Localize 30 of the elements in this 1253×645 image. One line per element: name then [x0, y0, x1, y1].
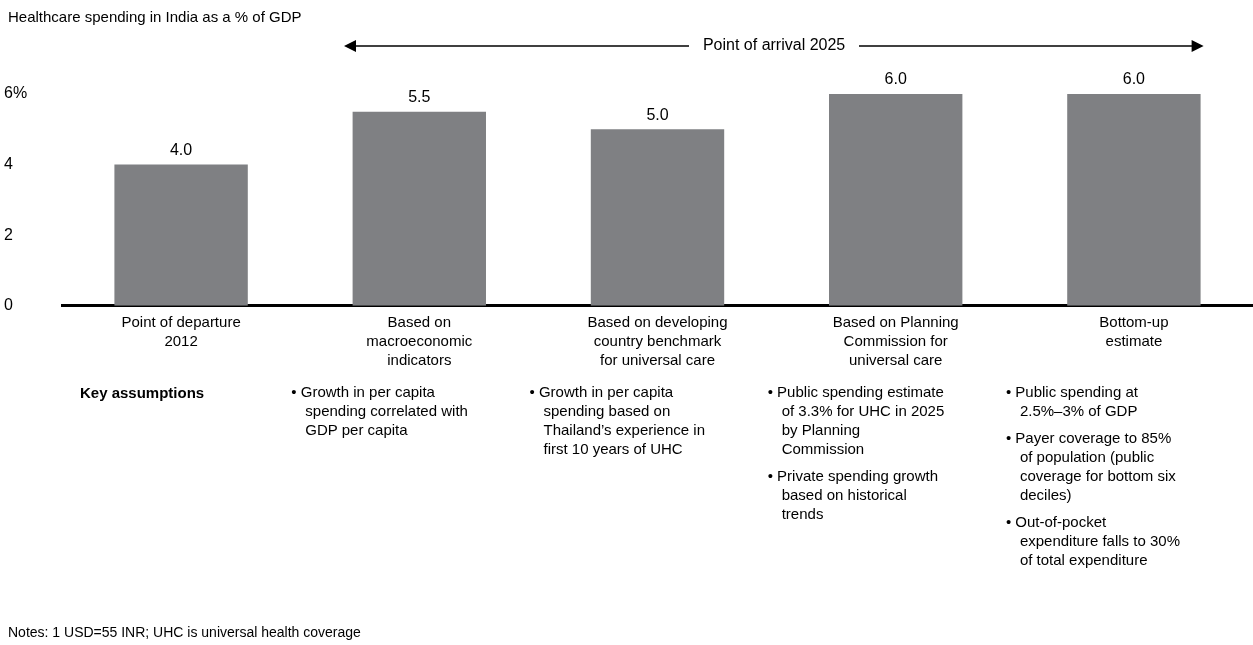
y-tick-label: 2: [4, 225, 13, 243]
bar: [829, 94, 963, 306]
x-tick-label: Based on developing country benchmark for universal care: [587, 313, 728, 368]
text: Key assumptions: [80, 384, 205, 401]
x-tick-label: Based on Planning Commission for universal care: [832, 313, 959, 368]
text: Notes: 1 USD=55 INR; UHC is universal health coverage: [8, 624, 361, 640]
text: • Private spending growth based on historical trends: [767, 466, 940, 523]
text: • Payer coverage to 85% of population (public coverage for bottom six deciles): [1005, 428, 1177, 504]
data-label: 6.0: [884, 70, 907, 88]
data-label: 5.5: [408, 88, 431, 106]
x-tick-label: Bottom-up estimate: [1099, 313, 1169, 350]
data-label: 5.0: [646, 105, 669, 123]
chart-title: Healthcare spending in India as a % of GDP: [8, 8, 302, 25]
text: • Public spending at 2.5%–3% of GDP: [1005, 382, 1139, 420]
x-tick-label: Point of departure 2012: [121, 313, 241, 350]
y-tick-label: 0: [4, 296, 13, 314]
data-label: 6.0: [1122, 70, 1146, 88]
bar: [114, 164, 248, 306]
text: Point of arrival 2025: [688, 36, 860, 53]
bar: [590, 129, 725, 306]
text: • Out-of-pocket expenditure falls to 30% of total expenditure: [1005, 512, 1181, 569]
text: • Public spending estimate of 3.3% for UHC in 2025 by Planning Commission: [767, 382, 946, 458]
y-tick-label: 4: [4, 154, 13, 172]
text: • Growth in per capita spending correlated with GDP per capita: [291, 382, 469, 439]
data-label: 4.0: [169, 140, 193, 158]
x-tick-label: Based on macroeconomic indicators: [366, 313, 473, 368]
bar: [352, 111, 486, 306]
y-tick-label: 6%: [4, 84, 28, 102]
text: • Growth in per capita spending based on Thailand’s experience in first 10 years of UHC: [529, 382, 706, 458]
bar: [1067, 94, 1201, 306]
